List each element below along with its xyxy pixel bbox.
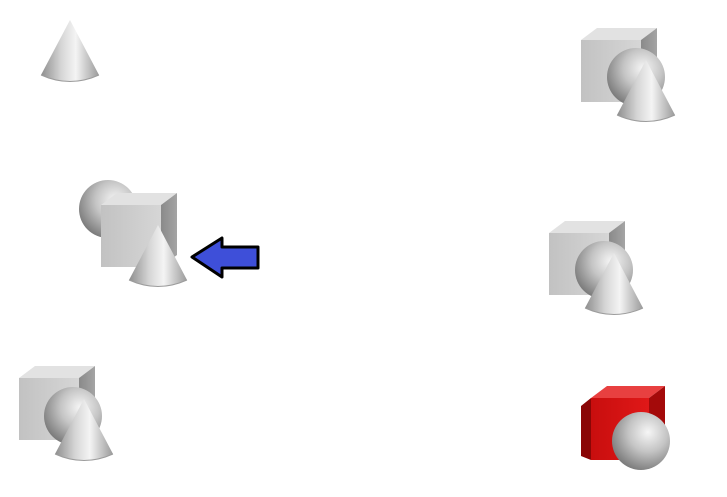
group-cube-sphere-cone-middle-right	[549, 221, 644, 315]
group-red-cube-sphere-bottom-right	[581, 386, 670, 470]
cone-shape	[40, 19, 100, 82]
sphere-shape	[612, 412, 670, 470]
group-cone-only	[40, 19, 100, 82]
group-cube-sphere-cone-top-right	[581, 28, 676, 122]
blue-arrow-icon	[190, 236, 260, 279]
group-cube-sphere-cone-bottom-left	[19, 366, 114, 461]
group-sphere-cube-cone-middle-left	[79, 180, 188, 287]
